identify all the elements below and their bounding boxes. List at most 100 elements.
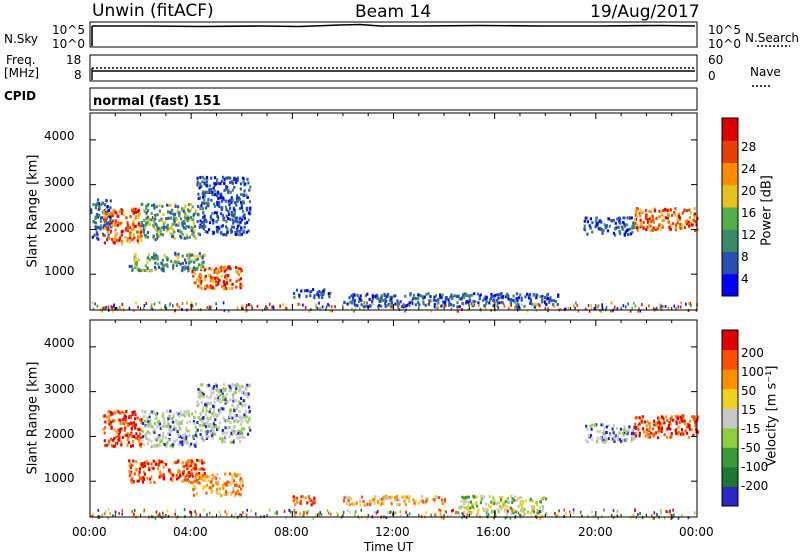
power-echo-cell bbox=[213, 202, 216, 206]
velocity-echo-cell bbox=[112, 438, 115, 442]
velocity-scatter-cell bbox=[347, 508, 349, 512]
power-echo-cell bbox=[92, 203, 95, 206]
power-echo-cell bbox=[206, 230, 209, 234]
power-echo-cell bbox=[358, 300, 361, 303]
velocity-echo-cell bbox=[236, 436, 239, 440]
power-scatter-cell bbox=[567, 306, 570, 310]
velocity-echo-cell bbox=[213, 407, 216, 410]
power-scatter-cell bbox=[520, 303, 523, 307]
power-echo-cell bbox=[383, 294, 386, 297]
velocity-scatter-cell bbox=[434, 513, 436, 517]
velocity-echo-cell bbox=[224, 492, 227, 496]
velocity-echo-cell bbox=[178, 470, 182, 474]
power-echo-cell bbox=[589, 217, 592, 221]
velocity-echo-cell bbox=[206, 421, 209, 425]
velocity-echo-cell bbox=[223, 388, 226, 391]
velocity-echo-cell bbox=[686, 431, 689, 435]
power-echo-cell bbox=[483, 304, 486, 308]
power-echo-cell bbox=[306, 289, 309, 293]
power-echo-cell bbox=[183, 267, 186, 271]
velocity-scatter-cell bbox=[366, 516, 368, 520]
date-title: 19/Aug/2017 bbox=[590, 2, 700, 22]
power-echo-cell bbox=[146, 203, 149, 207]
velocity-echo-cell bbox=[594, 423, 597, 427]
velocity-echo-cell bbox=[226, 483, 229, 487]
nsearch-tick-top: 10^5 bbox=[708, 23, 741, 37]
power-scatter-cell bbox=[625, 305, 627, 309]
power-scatter-cell bbox=[271, 305, 273, 309]
power-scatter-cell bbox=[328, 304, 331, 308]
power-echo-cell bbox=[227, 176, 231, 180]
power-echo-cell bbox=[239, 282, 242, 286]
power-echo-cell bbox=[147, 208, 150, 212]
velocity-echo-cell bbox=[149, 431, 152, 435]
power-scatter-cell bbox=[111, 306, 113, 310]
velocity-echo-cell bbox=[214, 425, 217, 429]
velocity-echo-cell bbox=[217, 480, 220, 484]
velocity-echo-cell bbox=[181, 479, 184, 483]
velocity-echo-cell bbox=[521, 506, 524, 510]
velocity-echo-cell bbox=[197, 416, 200, 420]
power-echo-cell bbox=[225, 176, 228, 180]
power-echo-cell bbox=[154, 222, 157, 226]
power-echo-cell bbox=[201, 195, 205, 199]
velocity-echo-cell bbox=[224, 387, 227, 391]
velocity-echo-cell bbox=[643, 420, 646, 424]
power-echo-cell bbox=[240, 228, 243, 232]
power-echo-cell bbox=[107, 231, 110, 235]
power-echo-cell bbox=[248, 200, 251, 204]
power-scatter-cell bbox=[638, 307, 640, 311]
power-echo-cell bbox=[202, 223, 205, 227]
power-echo-cell bbox=[138, 212, 141, 216]
power-scatter-cell bbox=[116, 307, 119, 311]
velocity-echo-cell bbox=[656, 436, 660, 440]
velocity-scatter-cell bbox=[660, 511, 662, 515]
nsearch-label: N.Search bbox=[745, 31, 800, 45]
power-scatter-cell bbox=[319, 307, 321, 311]
power-echo-cell bbox=[639, 218, 642, 222]
power-scatter-cell bbox=[145, 302, 148, 305]
velocity-echo-cell bbox=[312, 501, 315, 505]
power-cbar-tick-24: 24 bbox=[741, 162, 757, 176]
velocity-echo-cell bbox=[613, 433, 616, 437]
velocity-scatter-cell bbox=[114, 510, 117, 514]
power-echo-cell bbox=[557, 293, 560, 297]
velocity-echo-cell bbox=[515, 498, 518, 502]
power-echo-cell bbox=[198, 225, 201, 229]
power-echo-cell bbox=[485, 300, 488, 304]
power-echo-cell bbox=[156, 255, 159, 259]
velocity-echo-cell bbox=[200, 476, 203, 480]
velocity-echo-cell bbox=[109, 423, 112, 427]
power-echo-cell bbox=[242, 193, 245, 197]
velocity-echo-cell bbox=[161, 460, 164, 464]
vel-cbar-tick-neg15: -15 bbox=[741, 422, 761, 436]
velocity-echo-cell bbox=[218, 487, 221, 491]
power-echo-cell bbox=[238, 278, 241, 282]
power-scatter-cell bbox=[479, 307, 482, 311]
velocity-echo-cell bbox=[484, 502, 487, 506]
power-echo-cell bbox=[462, 293, 465, 297]
velocity-echo-cell bbox=[137, 473, 140, 477]
velocity-ytick-2000: 2000 bbox=[44, 427, 75, 441]
power-cbar-label: Power [dB] bbox=[759, 175, 775, 246]
velocity-echo-cell bbox=[134, 426, 137, 430]
power-scatter-cell bbox=[660, 304, 663, 308]
power-scatter-cell bbox=[227, 309, 230, 313]
power-scatter-cell bbox=[327, 303, 329, 306]
power-echo-cell bbox=[242, 209, 245, 213]
power-echo-cell bbox=[229, 267, 232, 271]
power-scatter-cell bbox=[402, 305, 405, 309]
power-echo-cell bbox=[607, 217, 611, 221]
velocity-echo-cell bbox=[156, 436, 159, 440]
power-echo-cell bbox=[529, 297, 532, 301]
power-echo-cell bbox=[222, 175, 225, 179]
power-ytick-3000: 3000 bbox=[44, 175, 75, 189]
velocity-echo-cell bbox=[228, 388, 231, 392]
velocity-scatter-cell bbox=[465, 516, 468, 520]
power-echo-cell bbox=[157, 265, 161, 269]
velocity-echo-cell bbox=[241, 484, 244, 488]
power-echo-cell bbox=[126, 223, 129, 227]
velocity-echo-cell bbox=[204, 421, 207, 425]
power-echo-cell bbox=[517, 296, 520, 300]
power-echo-cell bbox=[112, 240, 115, 244]
